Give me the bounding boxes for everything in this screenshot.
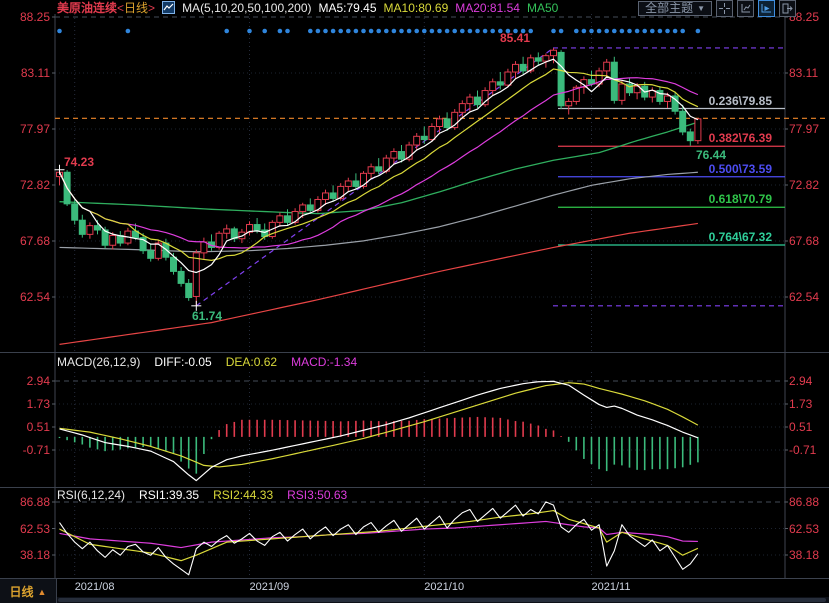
price-axis-right-label: 88.25 <box>789 10 820 24</box>
macd-axis-right-label: -0.71 <box>789 443 817 457</box>
chart-title-bar: 美原油连续<日线> MA(5,10,20,50,100,200) MA5:79.… <box>57 0 559 16</box>
price-axis-left-label: 77.97 <box>19 122 50 136</box>
ma10-value: MA10:80.69 <box>383 0 449 15</box>
macd-macd-value: MACD:-1.34 <box>291 355 358 369</box>
rsi-params-label: RSI(6,12,24) <box>57 488 126 502</box>
rsi-axis-right-label: 38.18 <box>789 548 820 562</box>
period-selector[interactable]: 日线 ▲ <box>0 578 57 603</box>
rsi-axis-right-label: 86.88 <box>789 495 820 509</box>
price-axis-left-label: 67.68 <box>19 234 50 248</box>
macd-axis-left-label: 0.51 <box>26 420 50 434</box>
rsi2-value: RSI2:44.33 <box>213 488 274 502</box>
ma5-value: MA5:79.45 <box>318 0 377 15</box>
chevron-down-icon: ▼ <box>697 4 705 13</box>
rsi-axis-left-label: 86.88 <box>19 495 50 509</box>
annotation-recent-low: 76.44 <box>696 148 727 162</box>
macd-axis-left-label: 1.73 <box>26 397 50 411</box>
annotation-swing-high: 85.41 <box>500 31 531 45</box>
chart-toolbar: 全部主题 ▼ <box>638 0 796 17</box>
macd-axis-right-label: 1.73 <box>789 397 813 411</box>
fib-level-label: 0.618\70.79 <box>708 192 772 207</box>
price-axis-left-label: 62.54 <box>19 290 50 304</box>
annotation-first-high: 74.23 <box>64 155 95 169</box>
price-axis-left-label: 83.11 <box>20 66 50 80</box>
macd-axis-left-label: 2.94 <box>26 374 50 388</box>
symbol-label: 美原油连续 <box>57 1 118 15</box>
macd-axis-left-label: -0.71 <box>22 443 50 457</box>
ma-group-label: MA(5,10,20,50,100,200) <box>182 0 312 15</box>
macd-axis-right-label: 2.94 <box>789 374 813 388</box>
macd-header: MACD(26,12,9) DIFF:-0.05 DEA:0.62 MACD:-… <box>57 355 357 369</box>
price-axis-right-label: 77.97 <box>789 122 820 136</box>
fib-level-label: 0.236\79.85 <box>708 93 772 108</box>
macd-diff-value: DIFF:-0.05 <box>154 355 212 369</box>
themes-dropdown[interactable]: 全部主题 ▼ <box>638 1 712 16</box>
chart-play-icon[interactable] <box>758 0 775 17</box>
ma20-value: MA20:81.54 <box>455 0 520 15</box>
price-axis-right-label: 67.68 <box>789 234 820 248</box>
date-axis-label: 2021/11 <box>591 581 631 593</box>
scrollbar-thumb[interactable] <box>58 598 826 602</box>
triangle-up-icon: ▲ <box>37 586 47 597</box>
price-axis-left-label: 72.82 <box>19 178 50 192</box>
fib-level-label: 0.764\67.32 <box>708 230 772 245</box>
price-axis-right-label: 62.54 <box>789 290 820 304</box>
rsi3-value: RSI3:50.63 <box>287 488 348 502</box>
exit-icon[interactable] <box>779 0 796 17</box>
macd-params-label: MACD(26,12,9) <box>57 355 141 369</box>
annotation-swing-low: 61.74 <box>192 309 223 323</box>
period-tag: <日线> <box>117 1 156 15</box>
crosshair-icon[interactable] <box>716 0 733 17</box>
mini-chart-icon <box>162 1 176 14</box>
rsi-header: RSI(6,12,24) RSI1:39.35 RSI2:44.33 RSI3:… <box>57 488 347 502</box>
themes-dropdown-label: 全部主题 <box>645 1 694 15</box>
rsi-axis-right-label: 62.53 <box>789 521 820 536</box>
date-axis-label: 2021/10 <box>424 581 465 593</box>
date-axis-label: 2021/08 <box>74 581 115 593</box>
period-selector-label: 日线 <box>9 585 34 599</box>
macd-dea-value: DEA:0.62 <box>225 355 278 369</box>
price-axis-right-label: 83.11 <box>789 66 819 80</box>
axis-scale-icon[interactable] <box>737 0 754 17</box>
fib-level-label: 0.500\73.59 <box>708 161 772 176</box>
rsi-axis-left-label: 38.18 <box>19 548 50 562</box>
symbol-name: 美原油连续<日线> <box>57 0 155 16</box>
price-axis-left-label: 88.25 <box>19 10 50 24</box>
rsi1-value: RSI1:39.35 <box>139 488 200 502</box>
ma50-value: MA50 <box>526 0 559 15</box>
fib-level-label: 0.382\76.39 <box>708 131 772 146</box>
macd-axis-right-label: 0.51 <box>789 420 813 434</box>
horizontal-scrollbar[interactable] <box>57 597 829 603</box>
price-axis-right-label: 72.82 <box>789 178 820 192</box>
rsi-axis-left-label: 62.53 <box>19 521 50 536</box>
date-axis-label: 2021/09 <box>249 581 290 593</box>
